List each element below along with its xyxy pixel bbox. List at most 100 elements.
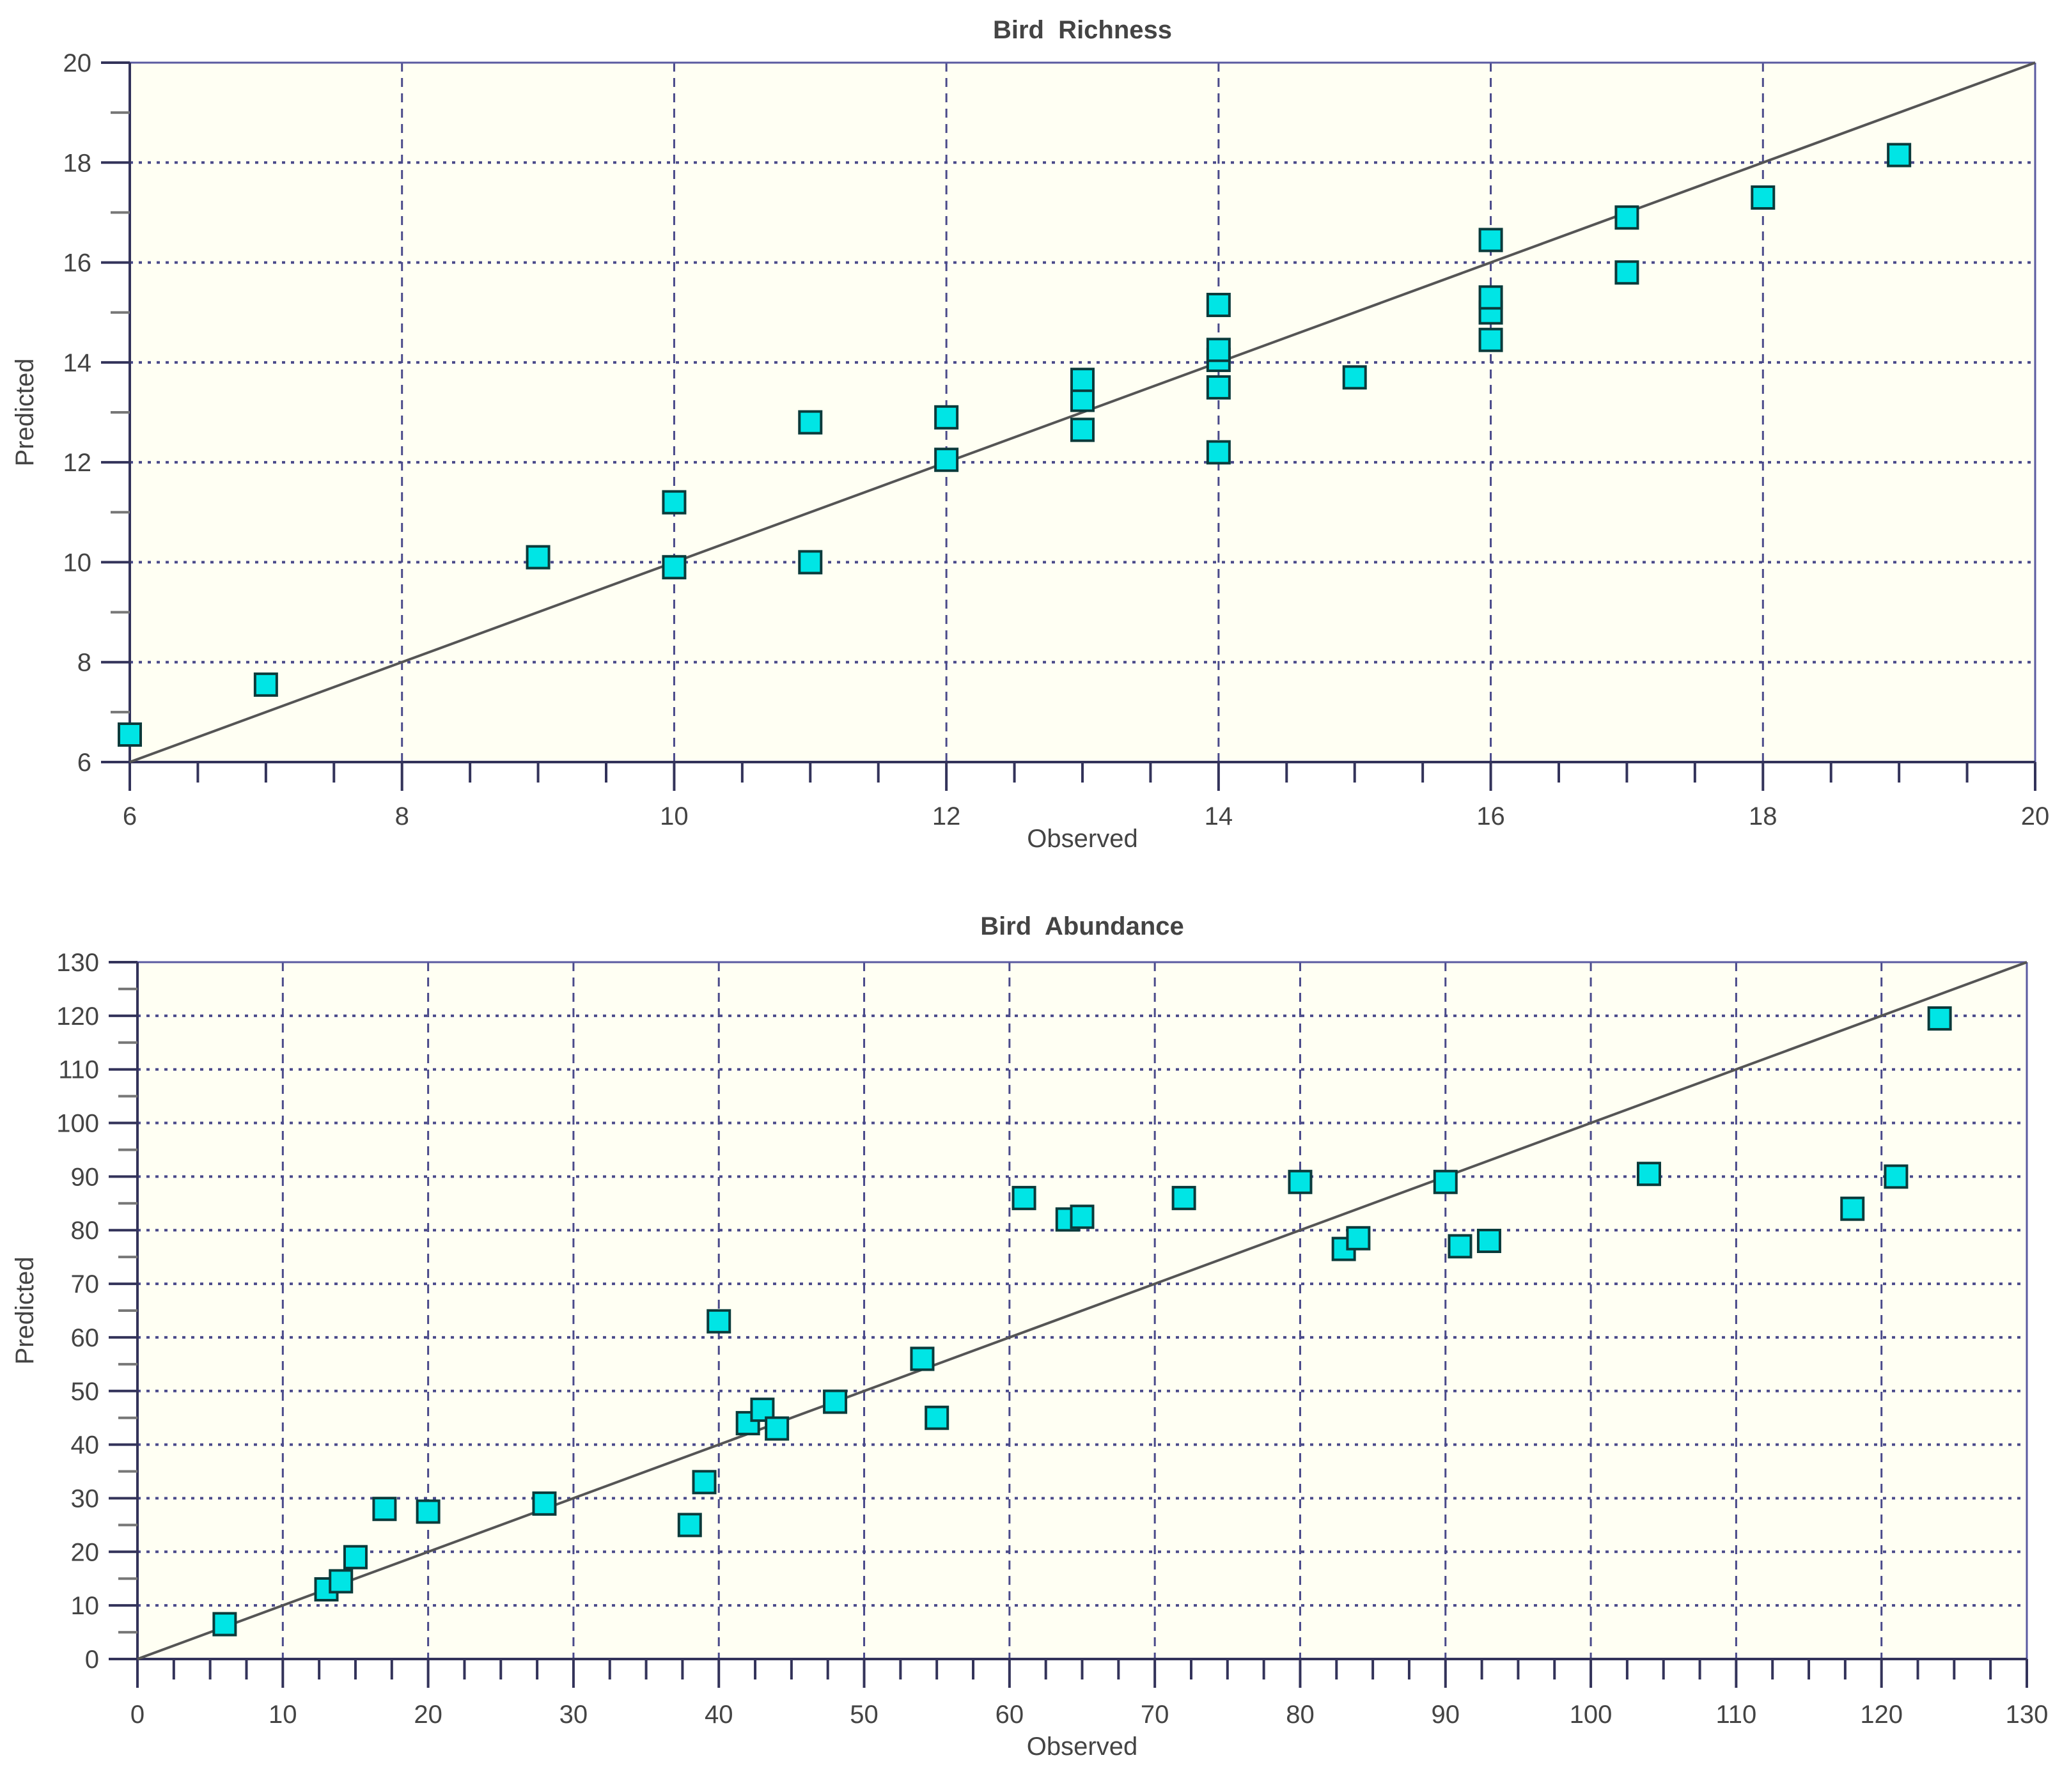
x-axis-label: Observed bbox=[1027, 825, 1137, 853]
data-point bbox=[798, 410, 823, 435]
data-point bbox=[823, 1389, 848, 1414]
data-point bbox=[416, 1499, 441, 1524]
data-point bbox=[1476, 1229, 1501, 1253]
data-point bbox=[253, 672, 278, 697]
x-axis-label: Observed bbox=[1027, 1733, 1137, 1761]
data-point bbox=[1478, 285, 1503, 310]
x-tick-label: 10 bbox=[269, 1701, 297, 1729]
x-tick-label: 60 bbox=[996, 1701, 1024, 1729]
y-tick-label: 90 bbox=[71, 1163, 100, 1191]
data-point bbox=[118, 722, 142, 747]
data-point bbox=[1070, 368, 1095, 393]
x-tick-label: 100 bbox=[1570, 1701, 1613, 1729]
data-point bbox=[1614, 260, 1639, 285]
data-point bbox=[1887, 143, 1912, 168]
y-tick-label: 20 bbox=[63, 49, 92, 77]
y-tick-label: 100 bbox=[56, 1110, 99, 1138]
data-point bbox=[526, 545, 551, 570]
data-point bbox=[1288, 1169, 1313, 1194]
y-tick-label: 10 bbox=[63, 549, 92, 577]
y-axis-label: Predicted bbox=[11, 359, 39, 467]
y-tick-label: 6 bbox=[77, 749, 91, 777]
data-point bbox=[1884, 1164, 1909, 1189]
x-tick-label: 110 bbox=[1715, 1701, 1756, 1729]
data-point bbox=[1614, 205, 1639, 230]
y-tick-label: 20 bbox=[71, 1538, 100, 1566]
identity-line bbox=[129, 61, 2036, 763]
data-point bbox=[1478, 327, 1503, 352]
data-point bbox=[1840, 1196, 1865, 1221]
data-point bbox=[372, 1497, 397, 1522]
x-tick-label: 8 bbox=[395, 802, 409, 830]
data-point bbox=[692, 1470, 717, 1495]
y-tick-label: 16 bbox=[63, 249, 92, 277]
data-point bbox=[1206, 440, 1231, 465]
data-point bbox=[212, 1612, 237, 1637]
x-tick-label: 30 bbox=[559, 1701, 588, 1729]
x-tick-label: 10 bbox=[660, 802, 689, 830]
data-point bbox=[765, 1416, 790, 1441]
identity-line bbox=[137, 961, 2027, 1660]
data-point bbox=[934, 448, 959, 472]
chart-title: Bird Richness bbox=[993, 16, 1172, 44]
bird-richness-plot: 6 8 10 12 14 16 18 20 6 8 10 12 14 16 18 20 Bird Richnes… bbox=[11, 16, 2050, 853]
data-point bbox=[1433, 1169, 1458, 1194]
y-tick-label: 110 bbox=[58, 1056, 99, 1084]
y-tick-label: 0 bbox=[85, 1646, 99, 1674]
x-tick-label: 90 bbox=[1432, 1701, 1460, 1729]
x-tick-label: 70 bbox=[1141, 1701, 1169, 1729]
data-point bbox=[662, 490, 687, 515]
data-point bbox=[1070, 387, 1095, 412]
x-tick-label: 80 bbox=[1286, 1701, 1315, 1729]
x-tick-label: 6 bbox=[123, 802, 137, 830]
bird-richness-chart: 6 8 10 12 14 16 18 20 6 8 10 12 14 16 18 20 Bird Richnes… bbox=[0, 0, 2062, 876]
x-tick-label: 20 bbox=[2021, 802, 2050, 830]
x-tick-label: 130 bbox=[2006, 1701, 2049, 1729]
data-point bbox=[1751, 185, 1776, 210]
data-point bbox=[1206, 338, 1231, 362]
data-point bbox=[1171, 1185, 1196, 1210]
data-point bbox=[1927, 1006, 1952, 1031]
data-point bbox=[707, 1309, 731, 1334]
x-tick-label: 0 bbox=[130, 1701, 144, 1729]
x-tick-label: 16 bbox=[1476, 802, 1505, 830]
data-point bbox=[532, 1491, 557, 1516]
data-point bbox=[329, 1569, 354, 1594]
x-tick-label: 18 bbox=[1749, 802, 1777, 830]
y-tick-label: 60 bbox=[71, 1324, 100, 1352]
data-point bbox=[910, 1346, 935, 1371]
x-tick-label: 40 bbox=[705, 1701, 733, 1729]
y-tick-label: 50 bbox=[71, 1378, 100, 1406]
chart-title: Bird Abundance bbox=[980, 912, 1184, 940]
y-tick-label: 8 bbox=[77, 649, 91, 677]
x-tick-label: 20 bbox=[414, 1701, 442, 1729]
bird-abundance-plot: 0 10 20 30 40 50 60 70 80 90 100 110 120 130 0 10 20 30 40… bbox=[11, 912, 2049, 1761]
y-tick-label: 130 bbox=[56, 949, 99, 977]
data-point bbox=[1070, 1204, 1095, 1229]
data-point bbox=[1448, 1234, 1472, 1259]
y-tick-label: 120 bbox=[56, 1002, 99, 1031]
data-point bbox=[1206, 375, 1231, 400]
data-point bbox=[1011, 1185, 1036, 1210]
data-point bbox=[1346, 1226, 1371, 1251]
y-tick-label: 10 bbox=[71, 1592, 100, 1620]
data-point bbox=[677, 1513, 702, 1538]
data-point bbox=[1342, 365, 1367, 390]
x-tick-label: 120 bbox=[1860, 1701, 1903, 1729]
bird-abundance-chart: 0 10 20 30 40 50 60 70 80 90 100 110 120 130 0 10 20 30 40… bbox=[0, 895, 2062, 1789]
data-point bbox=[1070, 417, 1095, 442]
y-axis-label: Predicted bbox=[11, 1257, 39, 1365]
y-tick-label: 12 bbox=[63, 449, 92, 477]
data-point bbox=[798, 550, 823, 575]
y-tick-label: 80 bbox=[71, 1217, 100, 1245]
data-point bbox=[1637, 1162, 1661, 1187]
data-point bbox=[925, 1405, 949, 1430]
y-tick-label: 40 bbox=[71, 1431, 100, 1460]
data-point bbox=[1206, 292, 1231, 317]
data-point bbox=[1478, 228, 1503, 253]
data-point bbox=[343, 1545, 368, 1570]
data-point bbox=[662, 555, 687, 580]
x-tick-label: 12 bbox=[932, 802, 961, 830]
x-tick-label: 14 bbox=[1205, 802, 1233, 830]
y-tick-label: 18 bbox=[63, 149, 92, 177]
